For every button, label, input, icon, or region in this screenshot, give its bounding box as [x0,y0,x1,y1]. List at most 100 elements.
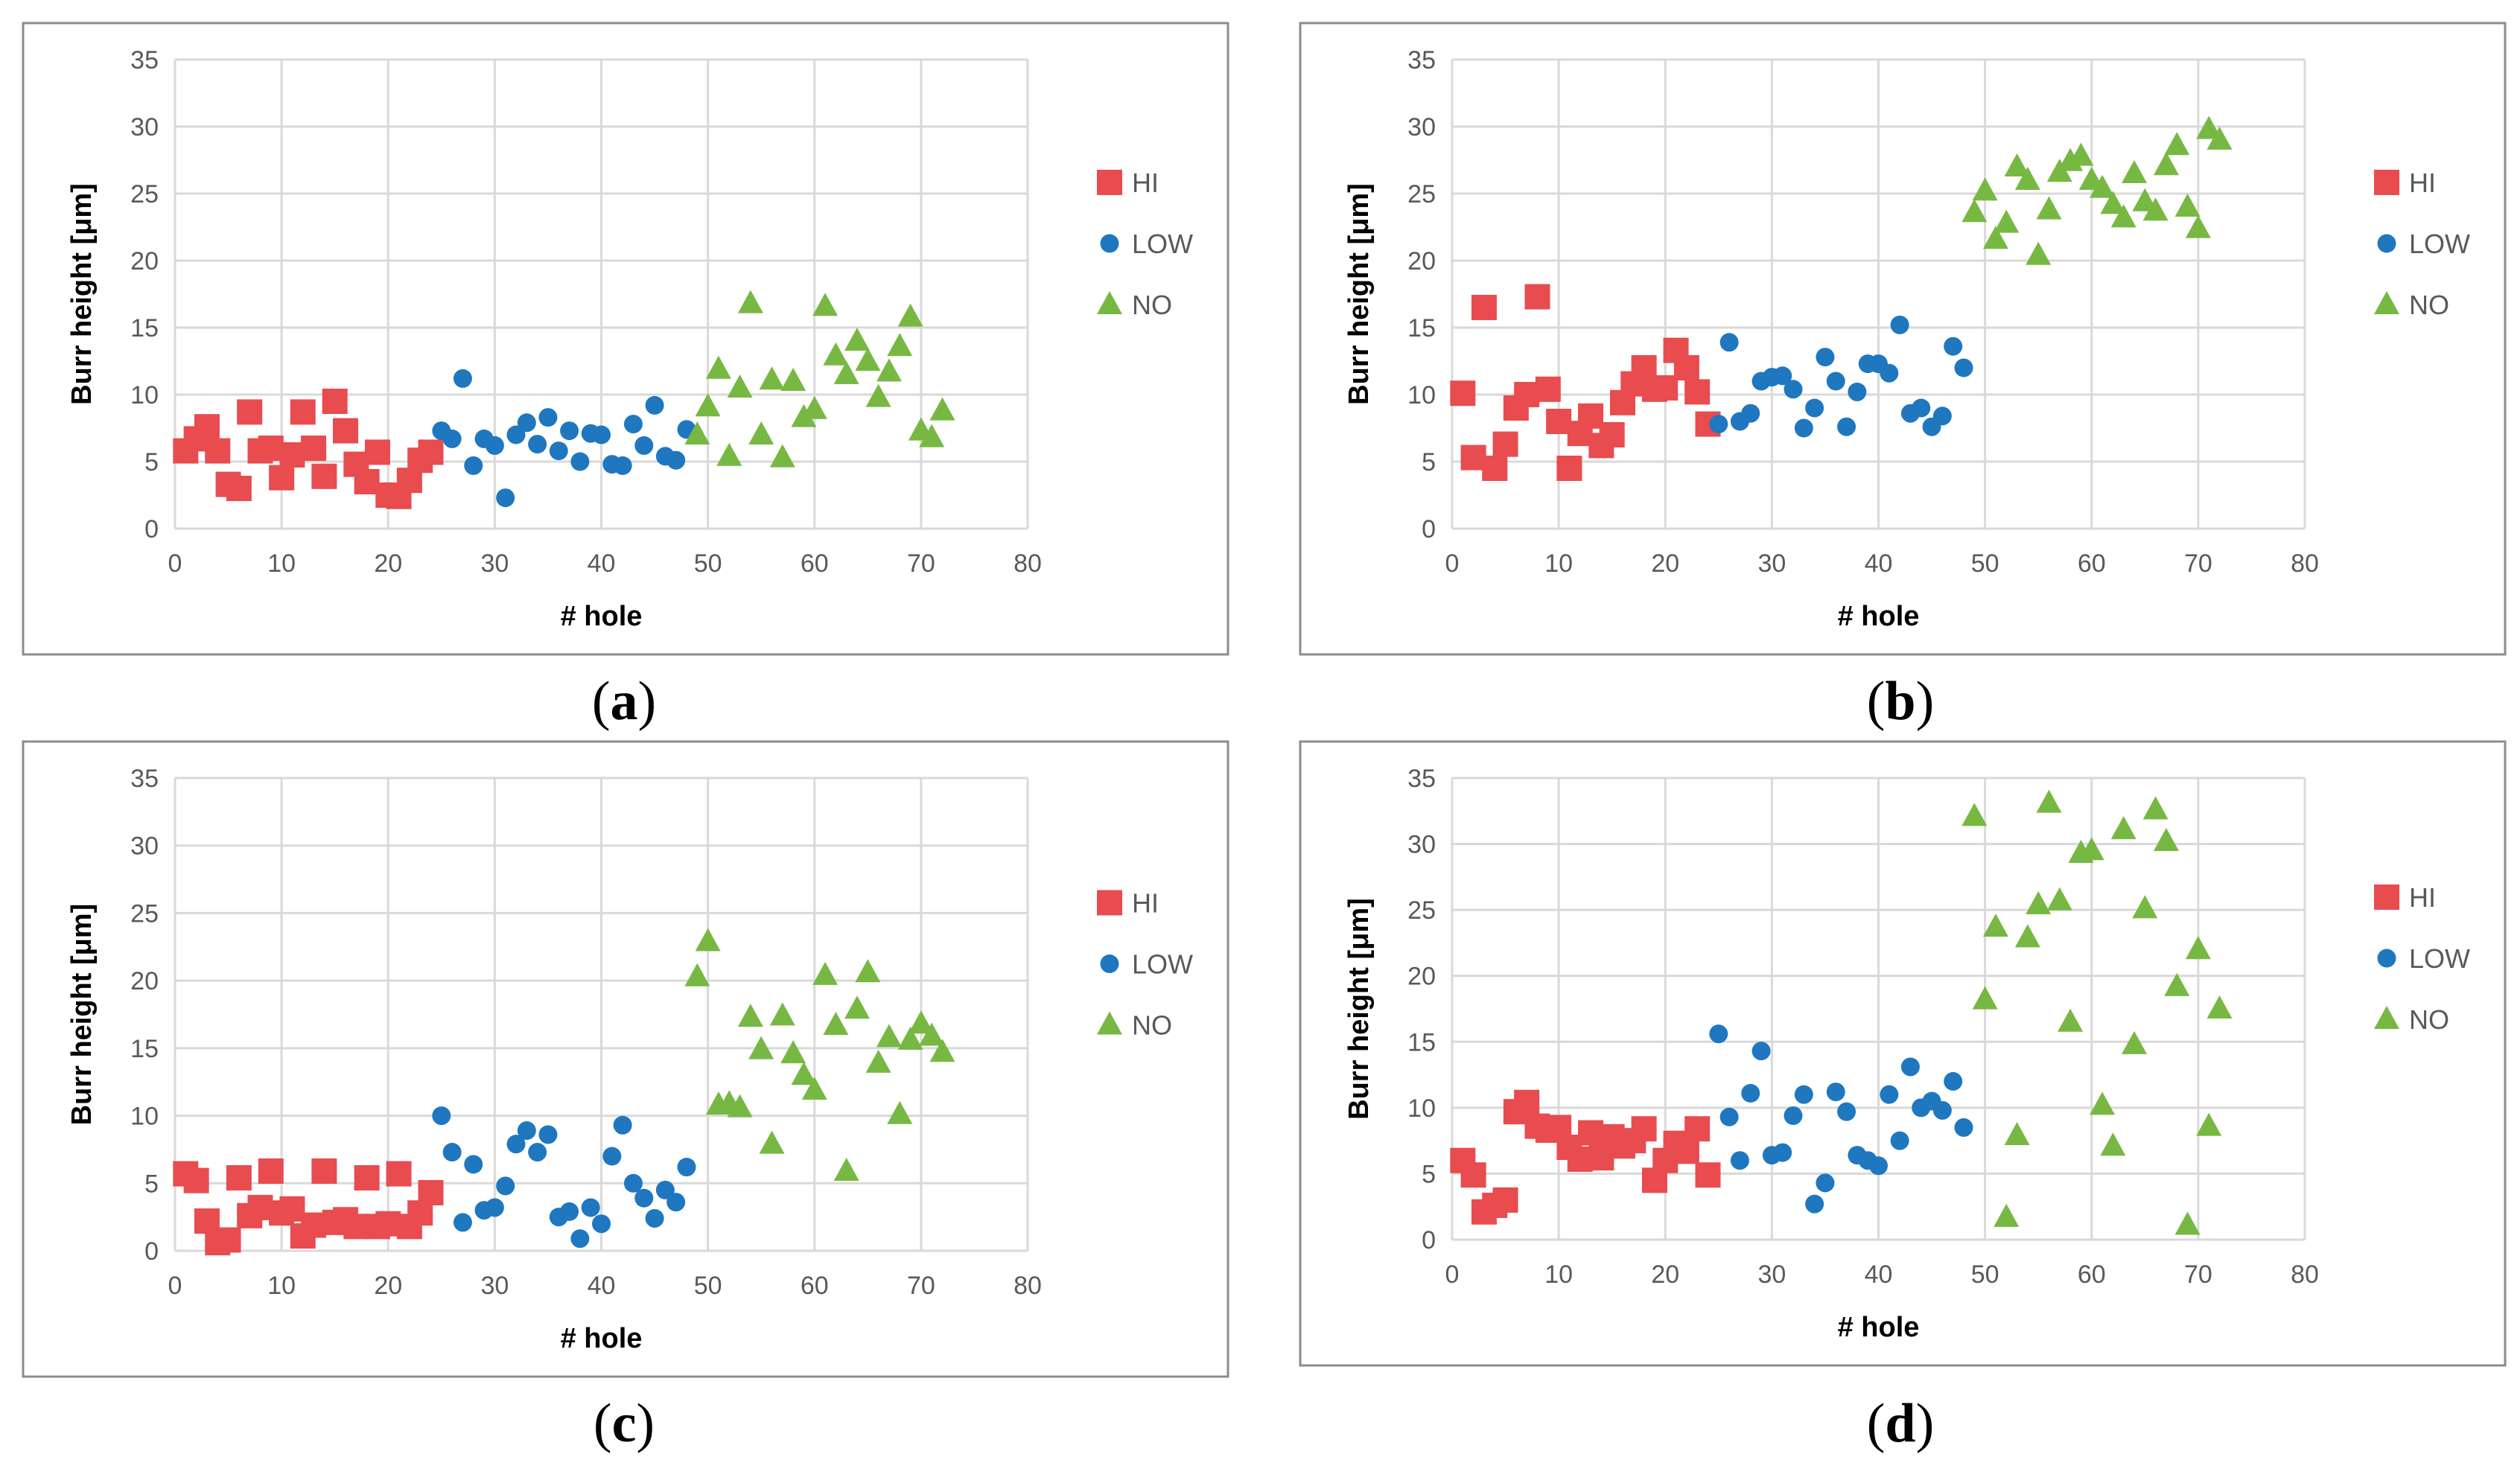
legend: HI LOW NO [1097,888,1193,1041]
data-point-low [666,1193,686,1212]
data-point-no [801,1077,827,1100]
series-no [684,928,955,1181]
data-point-no [2046,887,2072,911]
y-tick-label: 0 [1422,1226,1436,1255]
data-point-low [623,1173,643,1193]
data-point-hi [1460,444,1486,471]
data-point-hi [1599,422,1625,447]
x-axis-title: # hole [561,1323,643,1354]
series-low [1709,1024,1973,1214]
data-point-hi [226,476,252,501]
legend-marker-no [1097,1011,1122,1035]
x-tick-label: 80 [1014,1272,1042,1300]
data-point-hi [333,418,358,444]
data-point-low [538,1125,558,1144]
chart-panel-a: 0 5 10 15 20 25 30 35 0 10 20 30 40 50 60 70 80 # hole Bur… [22,22,1229,656]
chart-panel-b: 0 5 10 15 20 25 30 35 0 10 20 30 40 50 60 70 80 # hole Bur… [1299,22,2507,656]
chart-c: 0 5 10 15 20 25 30 35 0 10 20 30 40 50 60 70 80 # hole Bur… [22,740,1229,1378]
legend-label-no: NO [1132,1010,1172,1041]
legend-marker-hi [1097,890,1122,916]
legend-marker-low [1100,954,1119,973]
data-point-low [560,421,579,441]
x-tick-label: 40 [1865,1260,1893,1289]
data-point-low [1741,1083,1760,1103]
legend: HI LOW NO [2374,882,2470,1035]
y-tick-label: 20 [130,247,159,275]
data-point-hi [364,439,390,465]
data-point-hi [1514,382,1540,407]
y-tick-label: 15 [130,314,159,342]
data-point-no [684,421,710,444]
data-point-hi [1471,295,1497,320]
data-point-hi [301,436,327,461]
x-tick-label: 70 [2184,549,2212,578]
legend-marker-low [2377,234,2396,253]
data-point-no [1972,986,1998,1010]
y-tick-label: 10 [1407,1094,1436,1123]
chart-b: 0 5 10 15 20 25 30 35 0 10 20 30 40 50 60 70 80 # hole Bur… [1299,22,2507,656]
data-point-hi [205,438,231,464]
data-point-hi [279,1196,305,1222]
data-point-low [1794,418,1813,438]
data-point-hi [237,399,263,425]
data-point-low [634,1188,654,1208]
data-point-no [2122,160,2147,183]
chart-d: 0 5 10 15 20 25 30 35 0 10 20 30 40 50 60 70 80 # hole Bur… [1299,740,2507,1367]
y-tick-label: 10 [130,1103,159,1131]
data-point-hi [343,1214,369,1240]
data-point-low [1890,315,1909,334]
x-tick-label: 50 [1971,1260,1999,1289]
legend-label-no: NO [2409,1004,2449,1035]
data-point-no [2164,972,2190,996]
series-no [1961,789,2233,1235]
data-point-no [876,358,902,382]
data-point-no [2185,936,2211,960]
legend-marker-no [2374,291,2399,314]
data-point-low [1954,1118,1973,1137]
legend-label-hi: HI [1132,888,1159,919]
data-point-low [1709,1024,1728,1044]
data-point-hi [1673,1138,1699,1164]
data-point-hi [1684,1116,1711,1142]
caption-a: (a) [591,671,657,732]
x-tick-label: 0 [168,1272,182,1300]
data-point-no [727,374,753,398]
y-axis-title: Burr height [μm] [66,183,98,405]
y-tick-label: 35 [130,46,159,74]
data-point-no [2026,891,2052,915]
legend-marker-low [2377,949,2396,968]
data-point-hi [1673,355,1699,380]
data-point-no [737,290,763,313]
data-point-hi [418,439,444,465]
data-point-low [432,1106,451,1126]
legend: HI LOW NO [2374,168,2470,320]
data-point-no [2196,115,2222,139]
data-point-no [2026,241,2052,265]
data-point-no [855,959,881,983]
data-point-hi [1492,431,1518,457]
data-point-no [2174,1211,2201,1235]
x-tick-label: 30 [480,549,509,578]
data-point-no [2110,816,2136,840]
data-point-low [1900,1057,1920,1077]
data-point-low [592,1214,611,1234]
data-point-no [2164,132,2190,156]
data-point-hi [354,1165,380,1191]
data-point-no [2122,1030,2147,1054]
data-point-low [1773,1143,1792,1162]
y-tick-label: 30 [1407,113,1436,141]
data-point-low [666,450,686,470]
data-point-low [1751,1042,1771,1061]
data-point-hi [1556,456,1582,481]
y-tick-label: 25 [130,180,159,208]
data-point-no [2014,167,2040,190]
data-point-hi [1631,355,1657,380]
data-point-hi [301,1212,327,1238]
data-point-low [602,1147,622,1166]
data-point-low [1932,1100,1952,1120]
y-tick-label: 0 [144,1237,159,1266]
legend-marker-hi [2374,170,2399,195]
x-tick-label: 20 [1651,549,1679,578]
data-point-no [684,963,710,986]
data-point-low [1837,417,1856,436]
